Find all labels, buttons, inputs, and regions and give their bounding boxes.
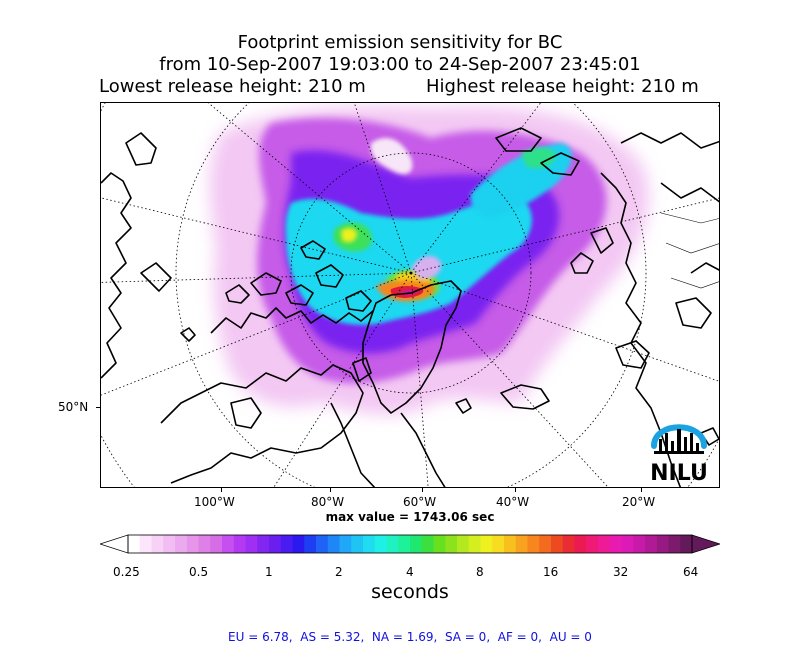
nilu-logo: NILU — [650, 424, 708, 486]
y-tick-label-50n: 50°N — [58, 400, 89, 414]
lowest-release-height: Lowest release height: 210 m — [99, 76, 366, 97]
max-value-label: max value = 1743.06 sec — [325, 510, 495, 524]
colorbar-cell — [280, 535, 293, 553]
map-panel: NILU — [100, 102, 720, 488]
region-summary-footer: EU = 6.78, AS = 5.32, NA = 1.69, SA = 0,… — [228, 630, 592, 644]
colorbar-cell — [175, 535, 188, 553]
colorbar-cell — [586, 535, 599, 553]
colorbar-cell — [186, 535, 199, 553]
colorbar-cell — [386, 535, 399, 553]
colorbar-tick-label: 8 — [476, 565, 484, 579]
x-tick-label-20w: 20°W — [622, 495, 656, 509]
map-canvas: NILU — [101, 103, 719, 487]
colorbar — [100, 534, 720, 554]
colorbar-cell — [445, 535, 458, 553]
colorbar-cell — [574, 535, 587, 553]
map-title-line2: from 10-Sep-2007 19:03:00 to 24-Sep-2007… — [159, 54, 641, 75]
colorbar-cell — [527, 535, 540, 553]
colorbar-cell — [457, 535, 470, 553]
colorbar-tick-label: 0.5 — [189, 565, 209, 579]
y-tick-mark — [96, 407, 100, 408]
x-tick-label-80w: 80°W — [311, 495, 345, 509]
colorbar-cell — [539, 535, 552, 553]
map-title-line1: Footprint emission sensitivity for BC — [237, 32, 563, 53]
colorbar-cell — [633, 535, 646, 553]
x-tick-label-40w: 40°W — [496, 495, 530, 509]
colorbar-cell — [480, 535, 493, 553]
graticule — [101, 103, 719, 487]
colorbar-cell — [363, 535, 376, 553]
colorbar-cell — [292, 535, 305, 553]
colorbar-cell — [327, 535, 340, 553]
colorbar-cell — [351, 535, 364, 553]
colorbar-cell — [374, 535, 387, 553]
colorbar-cell — [316, 535, 329, 553]
colorbar-cell — [668, 535, 681, 553]
colorbar-cell — [139, 535, 152, 553]
colorbar-cell — [421, 535, 434, 553]
x-tick-mark — [330, 488, 331, 492]
colorbar-unit-label: seconds — [371, 581, 449, 603]
colorbar-tick-label: 2 — [335, 565, 343, 579]
colorbar-cell — [433, 535, 446, 553]
colorbar-cell — [515, 535, 528, 553]
coastlines — [101, 127, 719, 487]
colorbar-cell — [551, 535, 564, 553]
colorbar-cell — [492, 535, 505, 553]
x-tick-label-60w: 60°W — [403, 495, 437, 509]
colorbar-cell — [269, 535, 282, 553]
colorbar-cell — [257, 535, 270, 553]
colorbar-cell — [339, 535, 352, 553]
x-tick-mark — [221, 488, 222, 492]
colorbar-tick-label: 0.25 — [113, 565, 140, 579]
colorbar-cell — [163, 535, 176, 553]
sensitivity-field — [209, 106, 649, 415]
nilu-logo-text: NILU — [650, 461, 708, 486]
colorbar-cell — [198, 535, 211, 553]
colorbar-cell — [128, 535, 141, 553]
x-tick-mark — [515, 488, 516, 492]
colorbar-frame — [127, 534, 693, 554]
x-tick-mark — [641, 488, 642, 492]
colorbar-cell — [656, 535, 669, 553]
colorbar-tick-label: 4 — [406, 565, 414, 579]
x-tick-mark — [422, 488, 423, 492]
colorbar-cell — [645, 535, 658, 553]
colorbar-cell — [598, 535, 611, 553]
colorbar-tick-label: 64 — [683, 565, 699, 579]
x-tick-label-100w: 100°W — [194, 495, 235, 509]
colorbar-cell — [680, 535, 693, 553]
colorbar-tick-label: 32 — [613, 565, 629, 579]
political-borders — [660, 212, 719, 289]
colorbar-cell — [562, 535, 575, 553]
colorbar-cell — [222, 535, 235, 553]
colorbar-tick-label: 1 — [265, 565, 273, 579]
colorbar-cell — [304, 535, 317, 553]
colorbar-cell — [468, 535, 481, 553]
colorbar-cell — [398, 535, 411, 553]
colorbar-cell — [210, 535, 223, 553]
colorbar-cell — [151, 535, 164, 553]
highest-release-height: Highest release height: 210 m — [426, 76, 699, 97]
colorbar-cell — [233, 535, 246, 553]
colorbar-tick-label: 16 — [543, 565, 559, 579]
colorbar-cell — [504, 535, 517, 553]
colorbar-max-arrow — [691, 534, 720, 554]
colorbar-min-arrow — [100, 534, 129, 554]
colorbar-cell — [245, 535, 258, 553]
colorbar-cell — [621, 535, 634, 553]
colorbar-cell — [410, 535, 423, 553]
colorbar-cell — [609, 535, 622, 553]
